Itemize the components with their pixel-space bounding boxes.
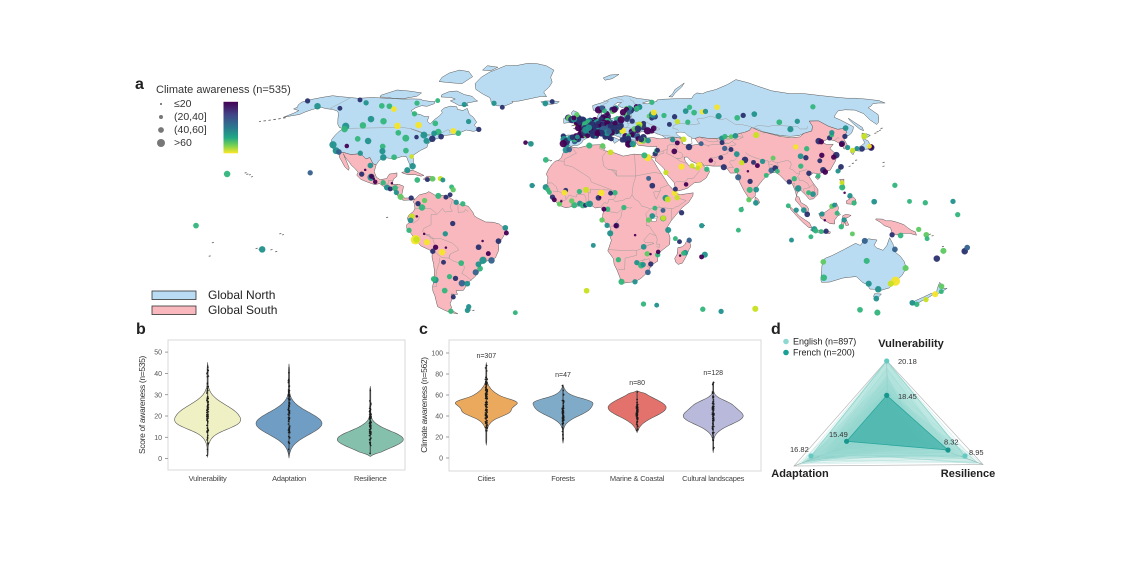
- svg-text:Climate awareness (n=535): Climate awareness (n=535): [156, 84, 291, 96]
- svg-text:(40,60]: (40,60]: [174, 124, 207, 136]
- svg-text:60: 60: [435, 393, 443, 400]
- svg-text:18.45: 18.45: [898, 392, 917, 401]
- svg-text:d: d: [771, 321, 781, 338]
- svg-text:8.95: 8.95: [969, 448, 984, 457]
- svg-text:n=128: n=128: [703, 370, 723, 377]
- svg-text:Cultural landscapes: Cultural landscapes: [682, 474, 745, 483]
- svg-text:n=80: n=80: [629, 380, 645, 387]
- svg-text:Score of awareness (n=535): Score of awareness (n=535): [137, 356, 147, 454]
- svg-text:b: b: [136, 321, 146, 338]
- svg-text:Resilience: Resilience: [941, 468, 995, 480]
- svg-text:≤20: ≤20: [174, 98, 192, 110]
- svg-text:English (n=897): English (n=897): [793, 337, 856, 347]
- svg-text:Global North: Global North: [208, 288, 275, 302]
- svg-text:20: 20: [435, 435, 443, 442]
- svg-text:(20,40]: (20,40]: [174, 111, 207, 123]
- svg-text:Adaptation: Adaptation: [272, 474, 306, 483]
- svg-text:c: c: [419, 321, 428, 338]
- svg-text:n=307: n=307: [476, 353, 496, 360]
- svg-text:8.32: 8.32: [944, 438, 959, 447]
- svg-text:20.18: 20.18: [898, 357, 917, 366]
- svg-text:15.49: 15.49: [829, 430, 848, 439]
- svg-text:40: 40: [154, 371, 162, 378]
- svg-text:0: 0: [439, 456, 443, 463]
- svg-text:16.82: 16.82: [790, 445, 809, 454]
- svg-text:80: 80: [435, 372, 443, 379]
- svg-text:0: 0: [158, 456, 162, 463]
- svg-text:Climate awareness (n=562): Climate awareness (n=562): [419, 357, 429, 453]
- svg-text:n=47: n=47: [555, 372, 571, 379]
- svg-text:40: 40: [435, 414, 443, 421]
- svg-text:Vulnerability: Vulnerability: [878, 338, 944, 350]
- svg-text:Cities: Cities: [478, 474, 496, 483]
- svg-text:French (n=200): French (n=200): [793, 348, 855, 358]
- svg-text:10: 10: [154, 435, 162, 442]
- svg-text:Resilience: Resilience: [354, 474, 387, 483]
- svg-text:50: 50: [154, 350, 162, 357]
- svg-text:30: 30: [154, 392, 162, 399]
- svg-text:Marine & Coastal: Marine & Coastal: [610, 474, 665, 483]
- svg-text:20: 20: [154, 414, 162, 421]
- svg-text:Adaptation: Adaptation: [771, 468, 829, 480]
- svg-text:100: 100: [431, 351, 443, 358]
- svg-text:Forests: Forests: [551, 474, 575, 483]
- svg-text:a: a: [135, 76, 144, 93]
- svg-text:Global South: Global South: [208, 303, 277, 317]
- svg-text:>60: >60: [174, 137, 192, 149]
- svg-text:Vulnerability: Vulnerability: [189, 474, 227, 483]
